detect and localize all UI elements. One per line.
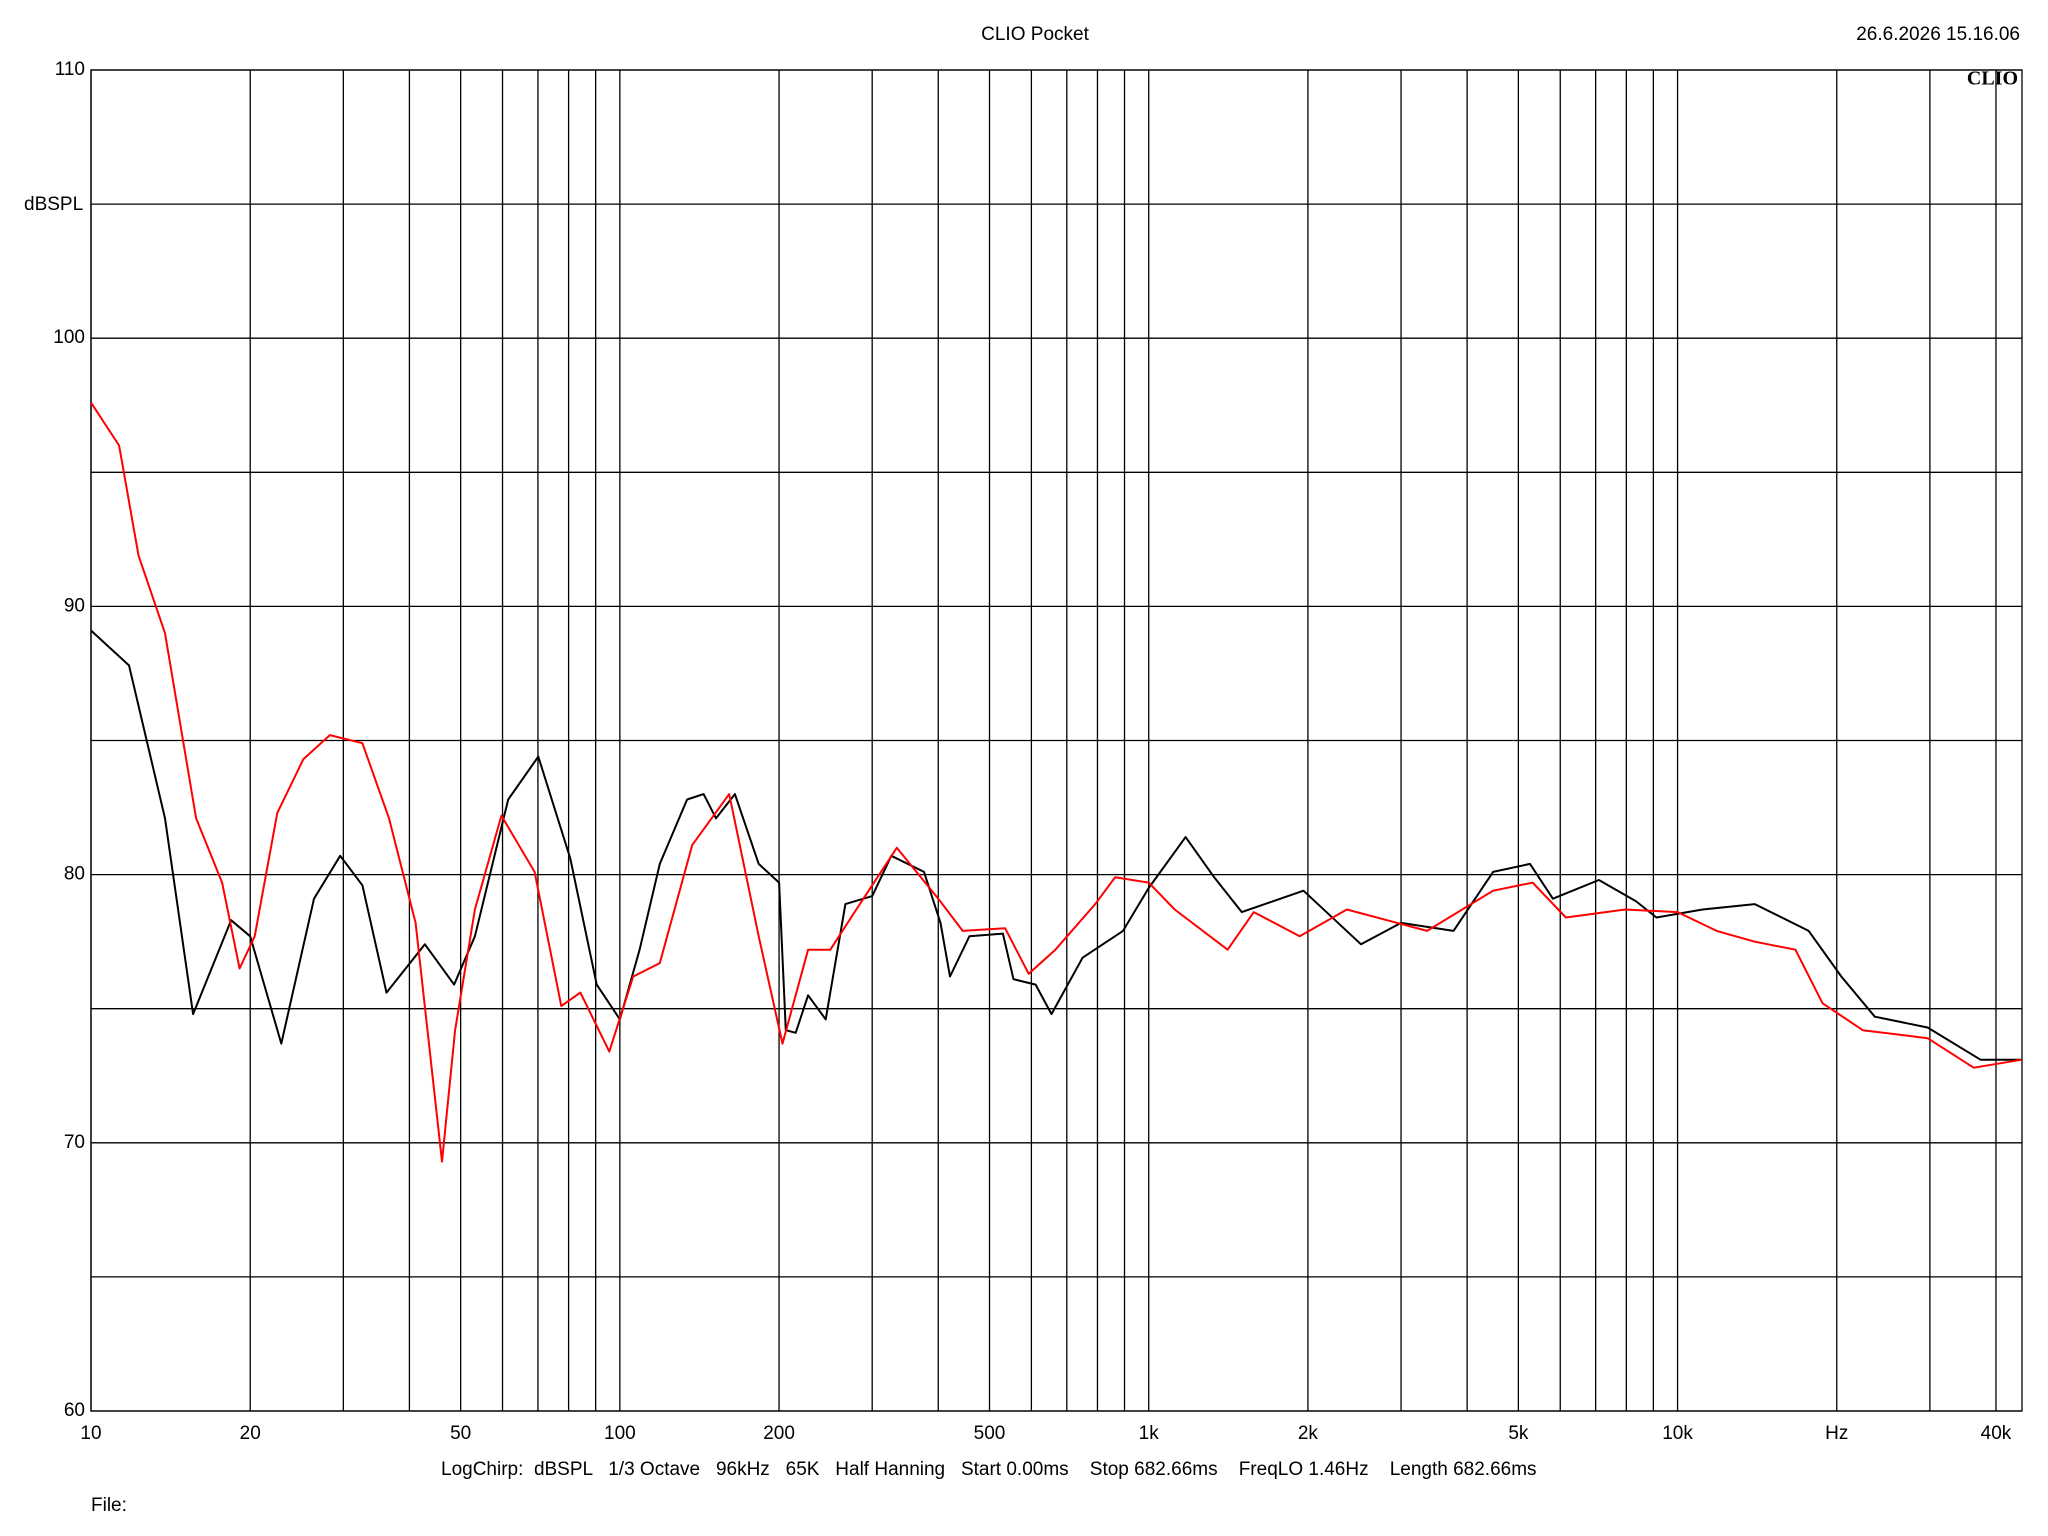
chart-title: CLIO Pocket — [981, 24, 1089, 45]
response-line — [90, 402, 2023, 1163]
x-tick-label: 10 — [80, 1423, 101, 1444]
x-tick-label: Hz — [1825, 1423, 1848, 1444]
logo: CLIO — [1967, 68, 2018, 90]
timestamp: 26.6.2026 15.16.06 — [1856, 24, 2020, 45]
file-label: File: — [91, 1495, 127, 1516]
y-tick-label: 60 — [64, 1400, 85, 1421]
x-tick-label: 10k — [1662, 1423, 1693, 1444]
response-line — [90, 629, 2022, 1061]
y-tick-label: 110 — [55, 59, 85, 80]
y-tick-label: 90 — [64, 595, 85, 616]
plot-frame — [90, 69, 2023, 1412]
y-tick-label: 70 — [64, 1132, 85, 1153]
y-tick-label: 100 — [53, 327, 85, 348]
footer: LogChirp: dBSPL 1/3 Octave 96kHz 65K Hal… — [441, 1459, 1537, 1480]
y-axis-label: dBSPL — [24, 194, 83, 215]
y-tick-label: 80 — [64, 864, 85, 885]
x-tick-label: 40k — [1981, 1423, 2012, 1444]
x-tick-label: 20 — [240, 1423, 261, 1444]
x-tick-label: 2k — [1298, 1423, 1319, 1444]
x-tick-label: 500 — [974, 1423, 1006, 1444]
x-tick-label: 100 — [604, 1423, 636, 1444]
x-tick-label: 50 — [450, 1423, 471, 1444]
x-tick-label: 1k — [1139, 1423, 1160, 1444]
x-tick-label: 200 — [763, 1423, 795, 1444]
x-tick-label: 5k — [1508, 1423, 1529, 1444]
